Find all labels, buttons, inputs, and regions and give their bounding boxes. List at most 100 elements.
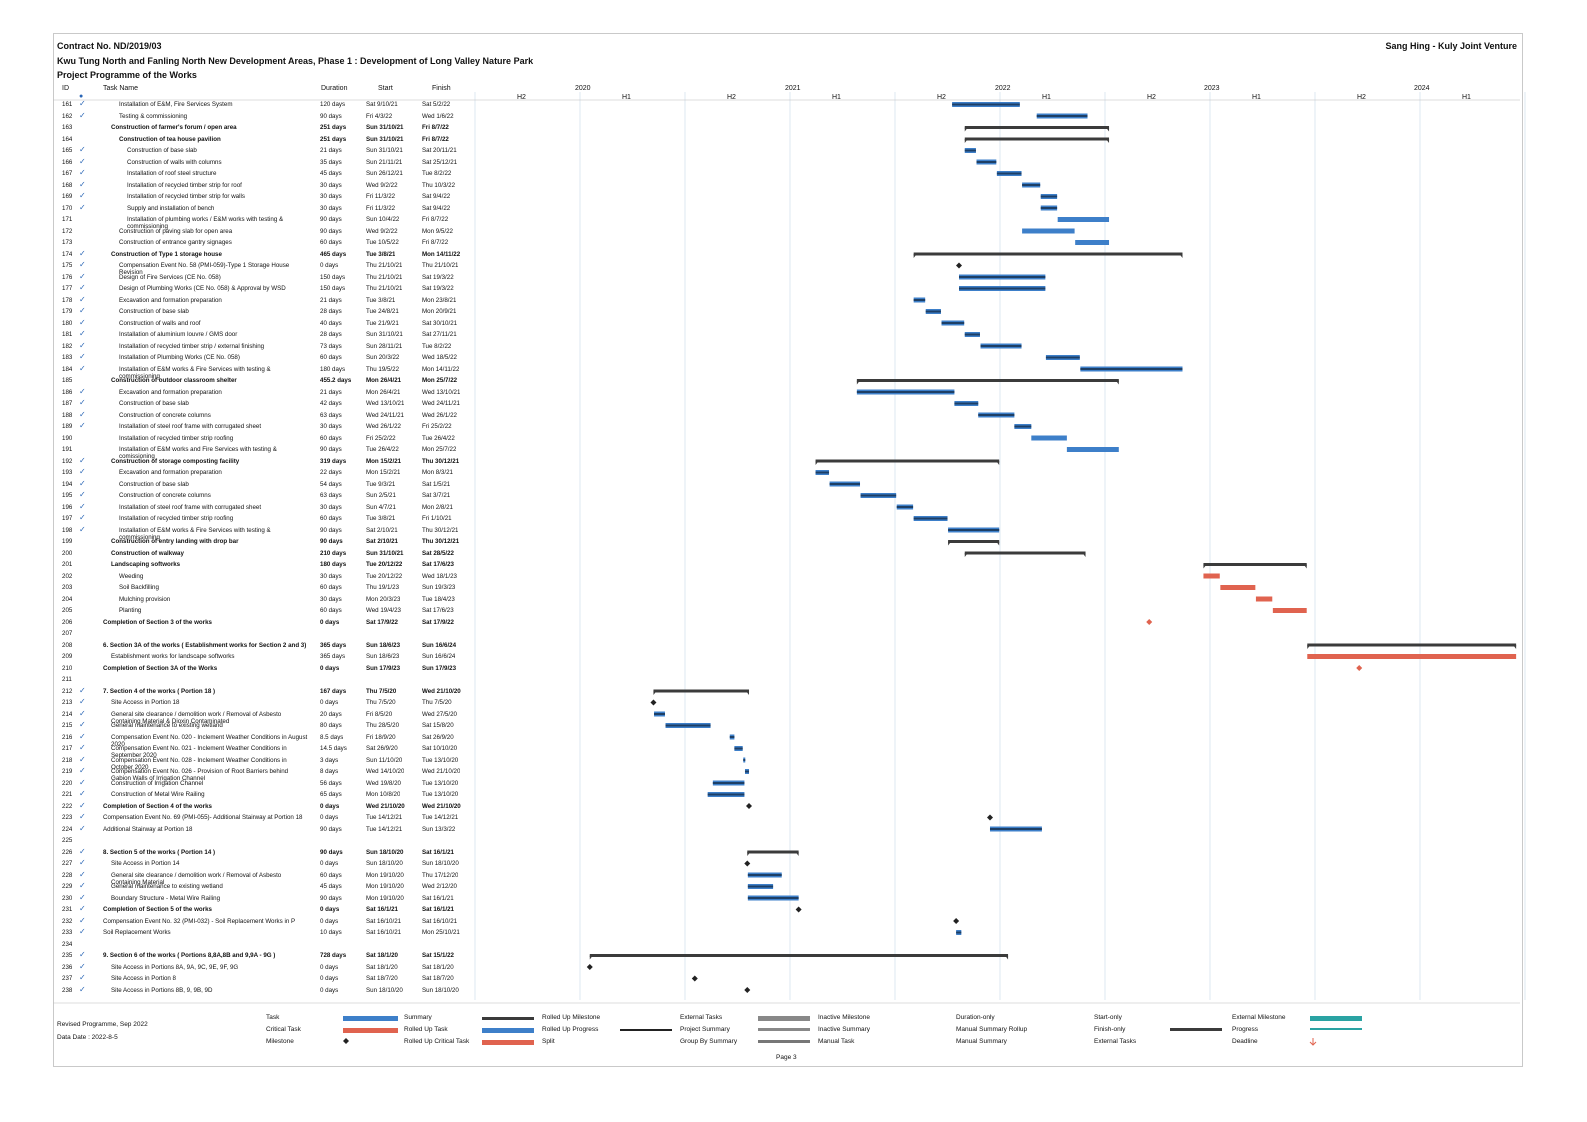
complete-check-icon: ✓ bbox=[79, 364, 86, 372]
complete-check-icon: ✓ bbox=[79, 951, 86, 958]
half-label: H1 bbox=[832, 94, 841, 101]
task-id: 213 bbox=[62, 699, 73, 706]
task-finish: Tue 8/2/22 bbox=[422, 170, 452, 177]
task-finish: Sat 17/6/23 bbox=[422, 607, 454, 614]
task-finish: Sat 16/10/21 bbox=[422, 917, 458, 925]
task-finish: Sat 17/9/22 bbox=[422, 618, 454, 626]
col-start-header: Start bbox=[378, 85, 393, 92]
complete-check-icon: ✓ bbox=[79, 353, 86, 360]
task-finish: Wed 26/1/22 bbox=[422, 411, 457, 419]
task-duration: 60 days bbox=[320, 434, 342, 442]
task-name: General site clearance / demolition work… bbox=[111, 710, 282, 725]
task-finish: Sat 16/1/21 bbox=[422, 894, 454, 902]
contract-number: Contract No. ND/2019/03 bbox=[57, 41, 162, 51]
task-start: Sun 31/10/21 bbox=[366, 549, 404, 557]
task-finish: Sat 16/1/21 bbox=[422, 848, 454, 856]
task-start: Fri 8/5/20 bbox=[366, 710, 393, 718]
task-finish: Thu 30/12/21 bbox=[422, 538, 460, 545]
task-id: 219 bbox=[62, 768, 73, 775]
task-finish: Thu 21/10/21 bbox=[422, 262, 459, 269]
task-name: General site clearance / demolition work… bbox=[111, 871, 282, 886]
task-duration: 45 days bbox=[320, 170, 342, 177]
task-finish: Tue 13/10/20 bbox=[422, 779, 459, 787]
task-start: Sun 31/10/21 bbox=[366, 124, 404, 131]
task-id: 225 bbox=[62, 837, 73, 844]
legend-milestone: Milestone bbox=[266, 1038, 294, 1045]
legend-manual-task: Manual Task bbox=[818, 1038, 855, 1045]
task-start: Sat 2/10/21 bbox=[366, 526, 398, 534]
task-id: 221 bbox=[62, 791, 73, 798]
task-start: Sun 18/10/20 bbox=[366, 848, 404, 856]
task-id: 234 bbox=[62, 940, 73, 948]
task-start: Fri 25/2/22 bbox=[366, 434, 396, 442]
col-task-header: Task Name bbox=[103, 85, 139, 92]
year-2020: 2020 bbox=[575, 85, 591, 92]
task-start: Sat 16/10/21 bbox=[366, 917, 402, 925]
task-finish: Thu 30/12/21 bbox=[422, 526, 459, 534]
complete-check-icon: ✓ bbox=[79, 387, 86, 395]
task-name: Installation of recycled timber strip ro… bbox=[119, 434, 234, 442]
task-name: Construction of concrete columns bbox=[119, 492, 211, 499]
task-start: Tue 9/3/21 bbox=[366, 480, 396, 488]
complete-check-icon: ✓ bbox=[79, 203, 86, 211]
task-name: Construction of base slab bbox=[119, 400, 189, 407]
task-duration: 60 days bbox=[320, 607, 342, 614]
task-name: Installation of recycled timber strip fo… bbox=[127, 181, 242, 189]
legend-group-by-summary: Group By Summary bbox=[680, 1038, 738, 1045]
legend-rolled-up-task: Rolled Up Task bbox=[404, 1026, 448, 1033]
legend-critical-task: Critical Task bbox=[266, 1026, 301, 1033]
task-start: Sun 31/10/21 bbox=[366, 331, 403, 338]
task-finish: Fri 8/7/22 bbox=[422, 124, 449, 131]
task-name: Installation of steel roof frame with co… bbox=[119, 503, 262, 511]
info-column-icon: ● bbox=[79, 93, 84, 100]
task-name: Installation of E&M works and Fire Servi… bbox=[119, 446, 277, 460]
task-id: 201 bbox=[62, 561, 73, 568]
task-id: 193 bbox=[62, 469, 73, 476]
task-name: Compensation Event No. 020 - Inclement W… bbox=[111, 733, 308, 748]
task-start: Mon 19/10/20 bbox=[366, 883, 404, 890]
task-finish: Sun 18/10/20 bbox=[422, 860, 459, 867]
task-start: Sun 18/10/20 bbox=[366, 860, 403, 867]
task-start: Wed 9/2/22 bbox=[366, 227, 398, 235]
task-name: General maintenance to existing wetland bbox=[111, 883, 223, 890]
task-id: 172 bbox=[62, 227, 73, 235]
task-id: 186 bbox=[62, 388, 73, 396]
half-label: H1 bbox=[1042, 94, 1051, 101]
complete-check-icon: ✓ bbox=[79, 180, 86, 188]
task-duration: 0 days bbox=[320, 906, 340, 913]
task-start: Sun 20/3/22 bbox=[366, 354, 400, 361]
task-id: 211 bbox=[62, 676, 72, 683]
task-finish: Fri 8/7/22 bbox=[422, 239, 449, 246]
task-duration: 465 days bbox=[320, 250, 347, 258]
task-finish: Sat 18/7/20 bbox=[422, 975, 454, 982]
task-start: Tue 20/12/22 bbox=[366, 572, 403, 580]
task-start: Thu 21/10/21 bbox=[366, 285, 403, 292]
task-finish: Mon 20/9/21 bbox=[422, 308, 457, 315]
task-duration: 42 days bbox=[320, 400, 342, 407]
complete-check-icon: ✓ bbox=[79, 755, 86, 763]
task-duration: 30 days bbox=[320, 595, 342, 603]
task-name: Completion of Section 5 of the works bbox=[103, 906, 212, 913]
task-id: 170 bbox=[62, 204, 73, 212]
legend-task: Task bbox=[266, 1014, 280, 1021]
task-duration: 60 days bbox=[320, 354, 342, 361]
task-id: 192 bbox=[62, 457, 73, 465]
task-start: Wed 9/2/22 bbox=[366, 181, 398, 189]
task-id: 204 bbox=[62, 595, 73, 603]
year-2021: 2021 bbox=[785, 85, 801, 92]
task-start: Mon 15/2/21 bbox=[366, 457, 402, 465]
task-id: 222 bbox=[62, 802, 73, 810]
task-id: 226 bbox=[62, 848, 73, 856]
task-name: 9. Section 6 of the works ( Portions 8,8… bbox=[103, 952, 276, 959]
complete-check-icon: ✓ bbox=[79, 272, 86, 280]
task-id: 190 bbox=[62, 434, 73, 442]
legend-rolled-up-progress: Rolled Up Progress bbox=[542, 1026, 599, 1033]
task-finish: Fri 8/7/22 bbox=[422, 135, 449, 143]
complete-check-icon: ✓ bbox=[79, 824, 86, 832]
task-name: Construction of farmer's forum / open ar… bbox=[111, 124, 237, 131]
task-duration: 90 days bbox=[320, 825, 342, 833]
complete-check-icon: ✓ bbox=[79, 813, 86, 820]
complete-check-icon: ✓ bbox=[79, 732, 86, 740]
task-finish: Tue 13/10/20 bbox=[422, 791, 459, 798]
task-start: Thu 19/1/23 bbox=[366, 584, 400, 591]
